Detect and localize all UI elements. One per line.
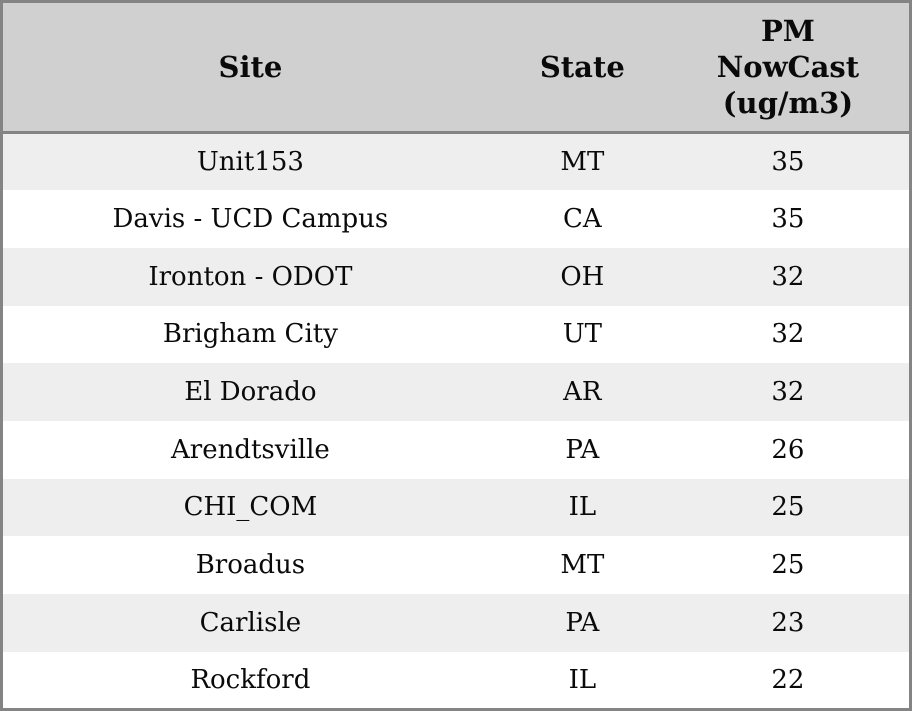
cell-pm-nowcast: 26 bbox=[771, 434, 805, 465]
table-row: Rockford IL 22 bbox=[1, 651, 911, 710]
cell-site: El Dorado bbox=[184, 377, 317, 408]
cell-state: AR bbox=[563, 377, 602, 408]
cell-pm-nowcast: 32 bbox=[771, 261, 805, 292]
cell-site: Rockford bbox=[190, 664, 311, 695]
cell-site: Davis - UCD Campus bbox=[112, 204, 389, 235]
cell-state: OH bbox=[560, 261, 605, 292]
cell-state: MT bbox=[560, 147, 605, 178]
header-row: Site State PM NowCast (ug/m3) bbox=[1, 1, 911, 134]
column-header-site: Site bbox=[1, 1, 498, 134]
table-row: Davis - UCD Campus CA 35 bbox=[1, 190, 911, 248]
cell-state: UT bbox=[562, 319, 602, 350]
cell-pm-nowcast: 35 bbox=[771, 204, 805, 235]
cell-site: Brigham City bbox=[162, 319, 338, 350]
cell-state: PA bbox=[565, 607, 600, 638]
table-row: Carlisle PA 23 bbox=[1, 594, 911, 652]
table-row: El Dorado AR 32 bbox=[1, 363, 911, 421]
table-header: Site State PM NowCast (ug/m3) bbox=[1, 1, 911, 134]
cell-state: IL bbox=[568, 492, 597, 523]
column-header-pm-nowcast: PM NowCast (ug/m3) bbox=[666, 1, 911, 134]
cell-site: Unit153 bbox=[196, 147, 304, 178]
cell-state: MT bbox=[560, 550, 605, 581]
cell-pm-nowcast: 23 bbox=[771, 607, 805, 638]
column-header-state: State bbox=[497, 1, 667, 134]
cell-pm-nowcast: 22 bbox=[771, 664, 805, 695]
table-row: Brigham City UT 32 bbox=[1, 305, 911, 364]
table-row: CHI_COM IL 25 bbox=[1, 478, 911, 537]
cell-pm-nowcast: 32 bbox=[771, 377, 805, 408]
cell-site: Arendtsville bbox=[171, 434, 330, 465]
cell-pm-nowcast: 25 bbox=[771, 492, 805, 523]
cell-site: Broadus bbox=[195, 550, 306, 581]
table-row: Unit153 MT 35 bbox=[1, 132, 911, 191]
cell-state: PA bbox=[565, 434, 600, 465]
cell-state: CA bbox=[563, 204, 602, 235]
cell-site: Ironton - ODOT bbox=[148, 261, 353, 292]
cell-pm-nowcast: 32 bbox=[771, 319, 805, 350]
table-row: Arendtsville PA 26 bbox=[1, 420, 911, 479]
table-body: Unit153 MT 35 Davis - UCD Campus CA 35 I… bbox=[1, 132, 911, 710]
cell-site: Carlisle bbox=[199, 607, 302, 638]
cell-pm-nowcast: 25 bbox=[771, 550, 805, 581]
cell-site: CHI_COM bbox=[183, 492, 318, 523]
table-row: Broadus MT 25 bbox=[1, 536, 911, 594]
cell-pm-nowcast: 35 bbox=[771, 147, 805, 178]
cell-state: IL bbox=[568, 664, 597, 695]
table-row: Ironton - ODOT OH 32 bbox=[1, 247, 911, 306]
